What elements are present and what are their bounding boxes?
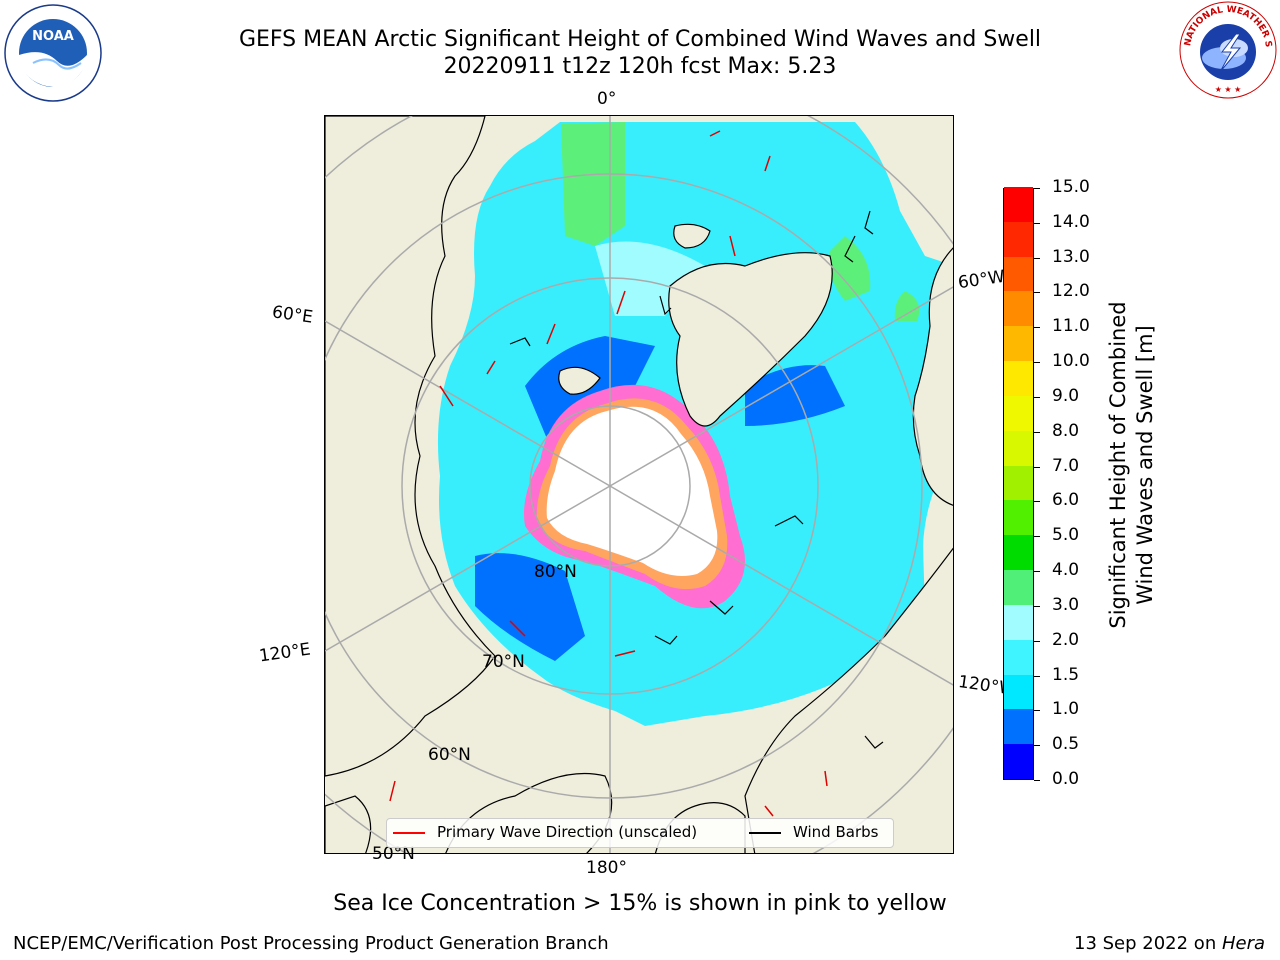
colorbar-label: Significant Height of Combined Wind Wave… (1106, 301, 1157, 629)
colorbar-segment (1004, 534, 1033, 571)
lon-label-60w: 60°W (956, 266, 1007, 294)
colorbar-segment (1004, 674, 1033, 710)
colorbar-tick-label: 7.0 (1052, 455, 1080, 476)
lon-label-60e: 60°E (270, 302, 315, 328)
chart-title: GEFS MEAN Arctic Significant Height of C… (238, 27, 1042, 52)
footer-right: 13 Sep 2022 on Hera (1074, 933, 1265, 954)
footer-left: NCEP/EMC/Verification Post Processing Pr… (13, 933, 609, 954)
colorbar-tick-label: 1.0 (1052, 699, 1080, 720)
colorbar-tick (1034, 396, 1040, 398)
noaa-logo: NOAA (3, 3, 103, 103)
colorbar-segment (1004, 360, 1033, 396)
colorbar-tick (1034, 222, 1040, 224)
map-legend: Primary Wave Direction (unscaled) Wind B… (386, 818, 894, 848)
colorbar-segment (1004, 186, 1033, 222)
lon-label-0: 0° (597, 89, 617, 109)
graticule (325, 116, 953, 853)
colorbar-tick-label: 12.0 (1052, 281, 1090, 302)
chart-subtitle: 20220911 t12z 120h fcst Max: 5.23 (443, 54, 837, 79)
colorbar-tick-label: 13.0 (1052, 246, 1090, 267)
colorbar-tick (1034, 605, 1040, 607)
colorbar-tick-label: 8.0 (1052, 420, 1080, 441)
colorbar-tick-label: 4.0 (1052, 560, 1080, 581)
colorbar-tick-label: 2.0 (1052, 629, 1080, 650)
lon-label-180: 180° (586, 858, 627, 878)
colorbar-tick (1034, 292, 1040, 294)
colorbar-tick-label: 10.0 (1052, 351, 1090, 372)
colorbar-tick (1034, 536, 1040, 538)
colorbar-tick (1034, 188, 1040, 189)
colorbar-tick (1034, 431, 1040, 433)
colorbar-segment (1004, 430, 1033, 466)
colorbar-tick-label: 3.0 (1052, 594, 1080, 615)
wave-direction-arrows (389, 130, 828, 817)
colorbar-tick (1034, 327, 1040, 329)
lat-label-80: 80°N (534, 562, 577, 582)
polar-map (324, 115, 954, 854)
colorbar-segment (1004, 290, 1033, 327)
wind-barbs (509, 210, 884, 749)
colorbar-tick (1034, 501, 1040, 503)
colorbar-segment (1004, 604, 1033, 640)
wave-legend-label: Primary Wave Direction (unscaled) (437, 823, 698, 841)
colorbar-tick (1034, 780, 1040, 781)
colorbar-tick (1034, 675, 1040, 677)
colorbar-segment (1004, 639, 1033, 675)
svg-text:NOAA: NOAA (32, 29, 74, 44)
colorbar-tick-label: 5.0 (1052, 525, 1080, 546)
svg-text:★ ★ ★: ★ ★ ★ (1215, 85, 1242, 94)
colorbar-tick-label: 11.0 (1052, 316, 1090, 337)
colorbar-tick-label: 14.0 (1052, 211, 1090, 232)
colorbar-tick (1034, 745, 1040, 747)
colorbar-segment (1004, 569, 1033, 605)
colorbar-segment (1004, 465, 1033, 501)
colorbar-tick-label: 15.0 (1052, 177, 1090, 197)
nws-logo: NATIONAL WEATHER SERVICE ★ ★ ★ (1175, 0, 1278, 100)
colorbar-segment (1004, 708, 1033, 745)
colorbar-segment (1004, 743, 1033, 779)
lon-label-120e: 120°E (257, 639, 312, 667)
colorbar (1003, 186, 1034, 780)
colorbar-tick (1034, 257, 1040, 259)
colorbar-tick (1034, 466, 1040, 468)
colorbar-tick (1034, 710, 1040, 712)
lat-label-70: 70°N (482, 652, 525, 672)
colorbar-segment (1004, 221, 1033, 257)
land-masses (325, 116, 953, 853)
colorbar-tick-label: 0.5 (1052, 734, 1080, 755)
colorbar-segment (1004, 256, 1033, 292)
colorbar-tick-label: 6.0 (1052, 490, 1080, 511)
sea-ice-caption: Sea Ice Concentration > 15% is shown in … (333, 891, 947, 916)
wind-legend-line (749, 832, 781, 834)
colorbar-tick (1034, 571, 1040, 573)
colorbar-tick (1034, 362, 1040, 364)
wind-legend-label: Wind Barbs (793, 823, 879, 841)
colorbar-tick-label: 9.0 (1052, 385, 1080, 406)
lat-label-60: 60°N (428, 745, 471, 765)
colorbar-tick-label: 1.5 (1052, 664, 1080, 685)
colorbar-segment (1004, 325, 1033, 362)
colorbar-tick-label: 0.0 (1052, 769, 1080, 789)
colorbar-tick (1034, 640, 1040, 642)
colorbar-segment (1004, 395, 1033, 431)
lat-label-50: 50°N (372, 844, 415, 864)
wave-legend-line (393, 832, 425, 834)
colorbar-segment (1004, 499, 1033, 536)
